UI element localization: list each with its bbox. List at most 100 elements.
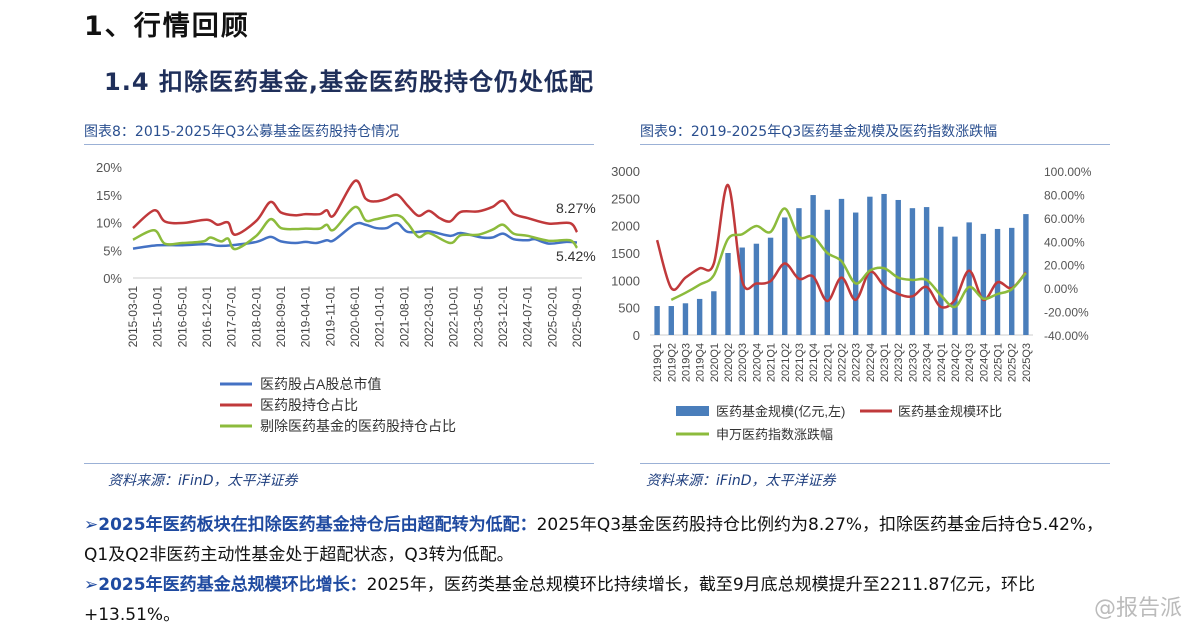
bar xyxy=(782,217,788,335)
bar xyxy=(923,207,930,335)
bar xyxy=(1009,227,1015,335)
bar xyxy=(867,196,873,335)
section-title: 1、行情回顾 xyxy=(84,11,250,42)
bullet-2: ➢2025年医药基金总规模环比增长：2025年，医药类基金总规模环比持续增长，截… xyxy=(84,570,1104,630)
x-tick-label: 2023-05-01 xyxy=(471,286,485,348)
y-tick-label: 500 xyxy=(618,301,640,316)
x-tick-label: 2021Q4 xyxy=(808,343,820,382)
x-tick-label: 2022-10-01 xyxy=(447,286,461,348)
divider xyxy=(640,463,1110,464)
series-line-2 xyxy=(670,207,1027,309)
bar xyxy=(938,226,944,335)
divider xyxy=(84,463,594,464)
x-tick-label: 2020-06-01 xyxy=(348,286,362,348)
y-tick-label: 1500 xyxy=(611,246,640,261)
x-tick-label: 2022Q1 xyxy=(822,343,834,382)
x-tick-label: 2022Q3 xyxy=(851,343,863,382)
x-tick-label: 2021Q2 xyxy=(780,343,792,382)
x-tick-label: 2020Q1 xyxy=(709,343,721,382)
x-tick-label: 2025-09-01 xyxy=(570,286,584,348)
bullet-1: ➢2025年医药板块在扣除医药基金持仓后由超配转为低配：2025年Q3基金医药股… xyxy=(84,510,1104,570)
y-tick-label: 2500 xyxy=(611,191,640,206)
divider xyxy=(84,144,594,145)
bullet-arrow-icon: ➢ xyxy=(84,575,99,595)
x-tick-label: 2024Q1 xyxy=(936,343,948,382)
legend-label: 剔除医药基金的医药股持仓占比 xyxy=(260,418,456,434)
bar xyxy=(895,199,901,335)
bar xyxy=(952,236,958,335)
series-line-2 xyxy=(132,205,579,251)
bar xyxy=(682,303,689,335)
bullet-2-body: 2025年，医药类基金总规模环比持续增长，截至9月底总规模提升至2211.87亿… xyxy=(84,575,1035,625)
x-tick-label: 2015-03-01 xyxy=(126,286,140,348)
x-tick-label: 2024Q4 xyxy=(978,343,990,382)
y-tick-label: 5% xyxy=(103,243,122,258)
y-tick-label: 20% xyxy=(96,160,122,175)
bar xyxy=(696,298,703,335)
bar xyxy=(881,193,887,335)
legend-label: 医药股持仓占比 xyxy=(260,397,358,413)
bar xyxy=(824,209,831,335)
x-tick-label: 2023Q2 xyxy=(893,343,905,382)
x-tick-label: 2022-03-01 xyxy=(422,286,436,348)
bar xyxy=(711,291,717,335)
x-tick-label: 2020Q3 xyxy=(737,343,749,382)
x-tick-label: 2022Q2 xyxy=(837,343,849,382)
x-tick-label: 2019-04-01 xyxy=(299,286,313,348)
x-tick-label: 2022Q4 xyxy=(865,343,877,382)
annotation-green-end: 5.42% xyxy=(556,248,596,264)
x-tick-label: 2016-05-01 xyxy=(175,286,189,348)
x-tick-label: 2019Q2 xyxy=(666,343,678,382)
y-tick-label: 0 xyxy=(633,328,640,343)
y2-tick-label: 20.00% xyxy=(1044,259,1085,273)
chart2-bar-line-chart: 0 500 1000 1500 2000 2500 3000 -40.00% -20.00% 0.… xyxy=(611,164,1092,442)
bar xyxy=(980,233,987,335)
x-tick-label: 2019-11-01 xyxy=(323,286,337,347)
bar xyxy=(796,208,802,335)
x-tick-label: 2021-01-01 xyxy=(373,286,387,348)
series-line-1 xyxy=(655,183,1027,309)
legend-swatch xyxy=(676,406,709,416)
y2-tick-label: 40.00% xyxy=(1044,235,1085,249)
bar xyxy=(668,306,674,335)
bar xyxy=(725,253,731,335)
chart1-line-chart: 0% 5% 10% 15% 20% 2015-03-01 2015-10-01 2016-05… xyxy=(96,160,596,434)
y2-tick-label: 80.00% xyxy=(1044,188,1085,202)
legend-label: 医药股占A股总市值 xyxy=(260,376,381,392)
bar xyxy=(739,247,745,335)
x-tick-label: 2021Q1 xyxy=(766,343,778,382)
series-line-0 xyxy=(132,221,578,250)
bar xyxy=(838,198,845,335)
x-tick-label: 2025Q3 xyxy=(1021,343,1033,382)
bullet-2-head: 2025年医药基金总规模环比增长： xyxy=(98,575,367,595)
y-tick-label: 1000 xyxy=(611,273,640,288)
x-tick-label: 2019Q1 xyxy=(652,343,664,382)
x-tick-label: 2025-02-01 xyxy=(545,286,559,348)
y2-tick-label: 0.00% xyxy=(1044,282,1078,296)
bullet-arrow-icon: ➢ xyxy=(84,515,99,535)
series-line-1 xyxy=(132,179,579,236)
annotation-red-end: 8.27% xyxy=(556,200,596,216)
y2-tick-label: -20.00% xyxy=(1044,306,1089,320)
slide-subtitle: 1.4 扣除医药基金,基金医药股持仓仍处低配 xyxy=(104,68,594,96)
bar xyxy=(767,237,774,335)
legend-label: 申万医药指数涨跌幅 xyxy=(716,427,833,442)
bar xyxy=(966,222,972,335)
y2-tick-label: 100.00% xyxy=(1044,165,1092,179)
chart1-title: 图表8：2015-2025年Q3公募基金医药股持仓情况 xyxy=(84,124,400,140)
y2-tick-label: 60.00% xyxy=(1044,212,1085,226)
bar xyxy=(909,208,916,335)
x-tick-label: 2018-02-01 xyxy=(249,286,263,348)
x-tick-label: 2021-08-01 xyxy=(397,286,411,348)
x-tick-label: 2017-07-01 xyxy=(225,286,239,348)
bar xyxy=(654,306,660,335)
y-tick-label: 10% xyxy=(96,216,122,231)
chart2-source: 资料来源：iFinD，太平洋证券 xyxy=(646,473,836,489)
x-tick-label: 2023Q1 xyxy=(879,343,891,382)
x-tick-label: 2020Q2 xyxy=(723,343,735,382)
y-tick-label: 3000 xyxy=(611,164,640,179)
bar xyxy=(852,212,859,335)
chart1-source: 资料来源：iFinD，太平洋证券 xyxy=(108,473,298,489)
x-tick-label: 2023Q4 xyxy=(922,343,934,382)
legend-label: 医药基金规模(亿元,左) xyxy=(716,404,845,419)
